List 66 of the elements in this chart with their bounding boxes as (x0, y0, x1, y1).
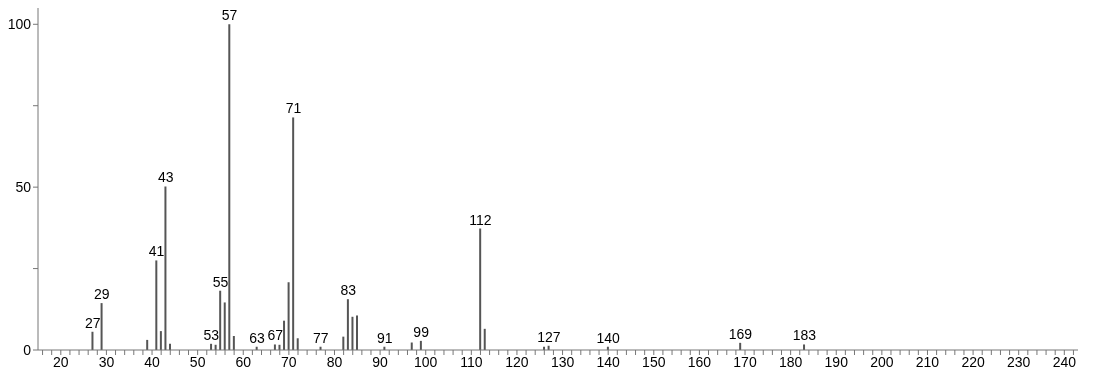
bar (232, 335, 235, 350)
annotation: 63 (249, 329, 265, 346)
annotation: 57 (221, 7, 238, 24)
bar (146, 339, 149, 350)
annotation: 77 (313, 329, 329, 346)
x-tick-label: 50 (189, 353, 206, 370)
x-tick-label: 40 (144, 353, 161, 370)
bar (155, 260, 158, 350)
bar (223, 302, 226, 350)
annotation: 55 (212, 273, 229, 290)
bar (228, 24, 231, 350)
x-tick-label: 80 (326, 353, 343, 370)
bar (479, 228, 482, 350)
x-tick-label: 220 (961, 353, 985, 370)
annotation: 112 (469, 211, 492, 228)
bar (159, 331, 162, 350)
x-tick-label: 130 (550, 353, 575, 370)
x-tick-label: 110 (460, 353, 483, 370)
annotation: 169 (728, 325, 753, 342)
x-tick-label: 140 (596, 353, 621, 370)
x-tick-label: 200 (870, 353, 894, 370)
x-tick-label: 180 (778, 353, 803, 370)
x-tick-label: 60 (235, 353, 252, 370)
x-tick-label: 70 (281, 353, 297, 370)
annotation: 127 (537, 328, 561, 345)
y-tick-label: 100 (7, 16, 32, 33)
bar (91, 331, 94, 350)
annotation: 43 (157, 169, 174, 186)
annotation: 41 (148, 243, 165, 260)
x-tick-label: 150 (642, 353, 666, 370)
x-tick-label: 190 (824, 353, 849, 370)
bar (283, 320, 286, 350)
x-tick-label: 30 (98, 353, 115, 370)
annotation: 91 (376, 329, 393, 346)
x-tick-label: 240 (1052, 353, 1077, 370)
annotation: 53 (203, 326, 220, 343)
bar (351, 316, 354, 350)
bar (273, 344, 276, 350)
annotation: 83 (340, 282, 357, 299)
annotation: 140 (596, 329, 621, 346)
x-tick-label: 170 (733, 353, 757, 370)
x-tick-label: 210 (915, 353, 940, 370)
annotation: 67 (267, 327, 284, 344)
annotation: 27 (84, 314, 101, 331)
bar (803, 344, 806, 350)
bar (483, 328, 486, 350)
bar (100, 303, 103, 350)
y-tick-label: 50 (15, 179, 32, 196)
x-tick-label: 160 (687, 353, 712, 370)
annotation: 29 (94, 286, 110, 303)
x-tick-label: 120 (505, 353, 529, 370)
bar (356, 315, 359, 350)
annotation: 99 (413, 323, 430, 340)
bar (292, 117, 295, 350)
bar (346, 299, 349, 350)
x-tick-label: 230 (1007, 353, 1031, 370)
y-tick-label: 0 (23, 341, 32, 358)
annotation: 71 (285, 100, 302, 117)
x-tick-label: 100 (414, 353, 438, 370)
annotation: 183 (792, 327, 817, 344)
x-tick-label: 90 (372, 353, 389, 370)
bar (287, 282, 290, 350)
bar (164, 186, 167, 350)
bar (219, 290, 222, 350)
bar (296, 338, 299, 350)
x-tick-label: 20 (53, 353, 69, 370)
